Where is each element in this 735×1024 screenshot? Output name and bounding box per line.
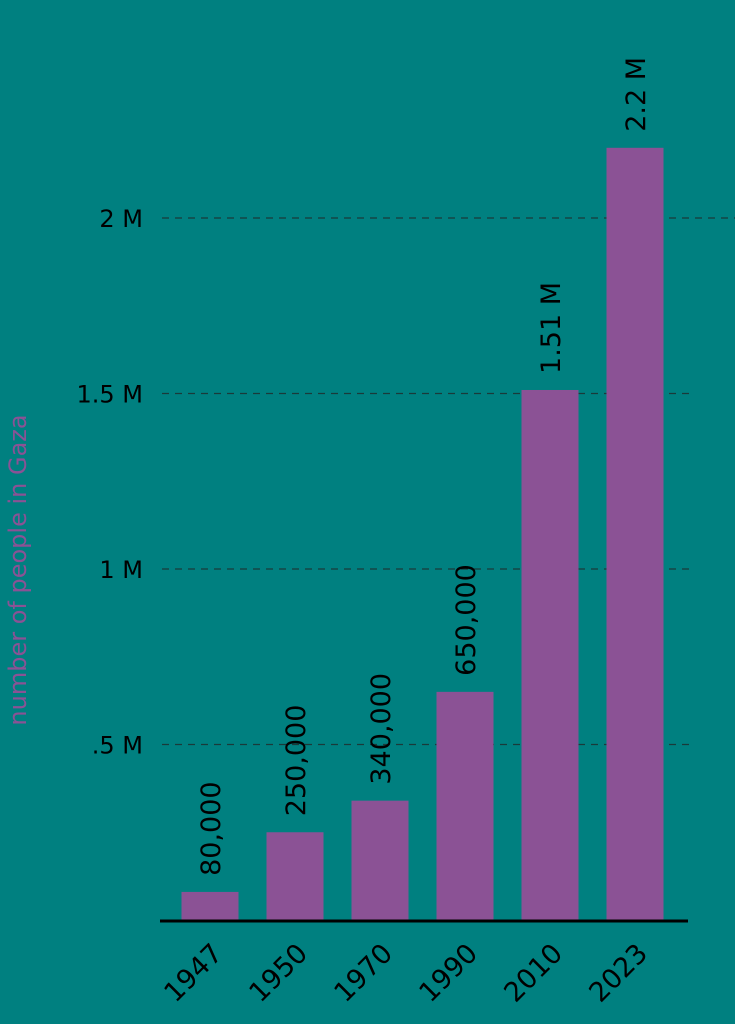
bar [521,389,579,920]
bar-value-label: 250,000 [281,705,312,817]
bar-value-label: 650,000 [451,564,482,676]
value-labels: 80,000 250,000 340,000 650,000 1.51 M 2.2 M [196,57,652,876]
y-axis-label: number of people in Gaza [4,414,32,725]
y-tick-label: 1.5 M [76,381,143,409]
bar [351,800,409,920]
y-axis-ticks: .5 M 1 M 1.5 M 2 M [76,205,143,760]
bar-value-label: 2.2 M [621,57,652,132]
bar [436,691,494,920]
bar-value-label: 80,000 [196,781,227,875]
bar-value-label: 340,000 [366,673,397,785]
bar [606,147,664,921]
bar-value-label: 1.51 M [536,282,567,374]
bars [181,147,664,921]
y-tick-label: .5 M [92,732,143,760]
y-tick-label: 2 M [99,205,143,233]
y-tick-label: 1 M [99,556,143,584]
gridlines [162,217,735,746]
bar [266,832,324,920]
bar [181,891,239,920]
